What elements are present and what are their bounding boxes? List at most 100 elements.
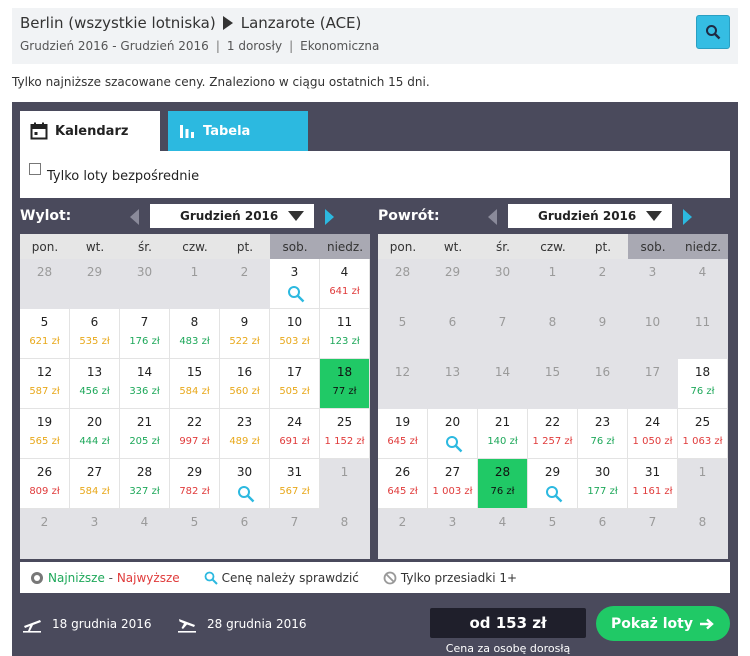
day-number: 14 [136,365,153,379]
day-cell[interactable]: 20 444 zł [70,409,120,459]
day-number: 10 [286,315,303,329]
day-number: 3 [290,265,299,279]
day-price: 997 zł [179,436,210,447]
day-cell[interactable]: 23 489 zł [220,409,270,459]
day-cell[interactable]: 26 645 zł [378,459,428,509]
divider: | [215,39,220,53]
day-cell: 14 [478,359,528,409]
day-number: 8 [340,515,349,529]
return-month-select[interactable]: Grudzień 2016 [508,204,672,228]
day-cell[interactable]: 5 621 zł [20,309,70,359]
day-price: 587 zł [29,386,60,397]
day-number: 18 [694,365,711,379]
day-cell[interactable]: 29 [528,459,578,509]
day-cell[interactable]: 19 565 zł [20,409,70,459]
day-price: 782 zł [179,486,210,497]
selected-day-cell[interactable]: 18 77 zł [320,359,370,409]
outbound-month-select[interactable]: Grudzień 2016 [150,204,314,228]
tab-table[interactable]: Tabela [168,111,308,151]
passengers: 1 dorosły [226,39,283,53]
day-cell: 2 [578,259,628,309]
day-number: 17 [286,365,303,379]
day-cell[interactable]: 18 76 zł [678,359,728,409]
day-cell[interactable]: 22 997 zł [170,409,220,459]
day-cell[interactable]: 12 587 zł [20,359,70,409]
day-number: 2 [240,265,249,279]
day-cell[interactable]: 25 1 063 zł [678,409,728,459]
day-cell[interactable]: 3 [270,259,320,309]
day-cell[interactable]: 31 1 161 zł [628,459,678,509]
prev-month-icon[interactable] [488,209,497,225]
weekday-header: śr. [120,234,170,259]
day-cell[interactable]: 25 1 152 zł [320,409,370,459]
legend-highest: Najwyższe [116,570,180,585]
day-cell[interactable]: 27 1 003 zł [428,459,478,509]
day-number: 9 [240,315,249,329]
day-number: 28 [494,465,511,479]
day-cell[interactable]: 27 584 zł [70,459,120,509]
day-cell[interactable]: 26 809 zł [20,459,70,509]
day-cell[interactable]: 30 [220,459,270,509]
day-cell[interactable]: 14 336 zł [120,359,170,409]
day-cell: 1 [170,259,220,309]
day-cell: 8 [678,509,728,559]
day-cell[interactable]: 23 76 zł [578,409,628,459]
day-cell[interactable]: 15 584 zł [170,359,220,409]
day-price: 327 zł [129,486,160,497]
day-cell[interactable]: 31 567 zł [270,459,320,509]
day-cell[interactable]: 7 176 zł [120,309,170,359]
day-cell: 1 [678,459,728,509]
day-cell[interactable]: 13 456 zł [70,359,120,409]
day-cell[interactable]: 21 140 zł [478,409,528,459]
chevron-down-icon [288,211,304,221]
destination: Lanzarote (ACE) [240,14,362,32]
day-cell[interactable]: 28 327 zł [120,459,170,509]
day-number: 31 [286,465,303,479]
day-number: 3 [448,515,457,529]
day-cell: 7 [478,309,528,359]
day-cell: 17 [628,359,678,409]
day-price: 584 zł [79,486,110,497]
day-cell: 13 [428,359,478,409]
plane-arrival-icon [178,619,196,633]
day-price: 123 zł [329,336,360,347]
day-cell[interactable]: 10 503 zł [270,309,320,359]
selected-day-cell[interactable]: 28 76 zł [478,459,528,509]
day-cell[interactable]: 24 691 zł [270,409,320,459]
day-cell[interactable]: 29 782 zł [170,459,220,509]
day-number: 1 [548,265,557,279]
day-cell[interactable]: 8 483 zł [170,309,220,359]
show-flights-button[interactable]: Pokaż loty [596,606,730,641]
next-month-icon[interactable] [325,209,334,225]
day-cell[interactable]: 11 123 zł [320,309,370,359]
day-number: 6 [598,515,607,529]
day-cell[interactable]: 22 1 257 zł [528,409,578,459]
day-number: 19 [36,415,53,429]
day-cell: 4 [678,259,728,309]
day-cell[interactable]: 4 641 zł [320,259,370,309]
day-cell[interactable]: 30 177 zł [578,459,628,509]
day-cell: 28 [20,259,70,309]
tab-calendar[interactable]: Kalendarz [20,111,160,151]
day-number: 7 [648,515,657,529]
day-cell[interactable]: 16 560 zł [220,359,270,409]
day-price: 522 zł [229,336,260,347]
day-price: 621 zł [29,336,60,347]
legend-check-label: Cenę należy sprawdzić [221,570,359,585]
day-number: 29 [444,265,461,279]
divider: | [289,39,294,53]
next-month-icon[interactable] [683,209,692,225]
prev-month-icon[interactable] [130,209,139,225]
day-cell[interactable]: 19 645 zł [378,409,428,459]
calendar-icon [30,122,48,140]
day-cell[interactable]: 9 522 zł [220,309,270,359]
direct-flights-checkbox[interactable] [29,163,41,175]
day-number: 27 [86,465,103,479]
search-button[interactable] [696,15,730,49]
day-cell[interactable]: 20 [428,409,478,459]
arrow-right-icon [699,618,714,629]
day-cell[interactable]: 6 535 zł [70,309,120,359]
day-cell[interactable]: 17 505 zł [270,359,320,409]
day-cell[interactable]: 24 1 050 zł [628,409,678,459]
day-cell[interactable]: 21 205 zł [120,409,170,459]
